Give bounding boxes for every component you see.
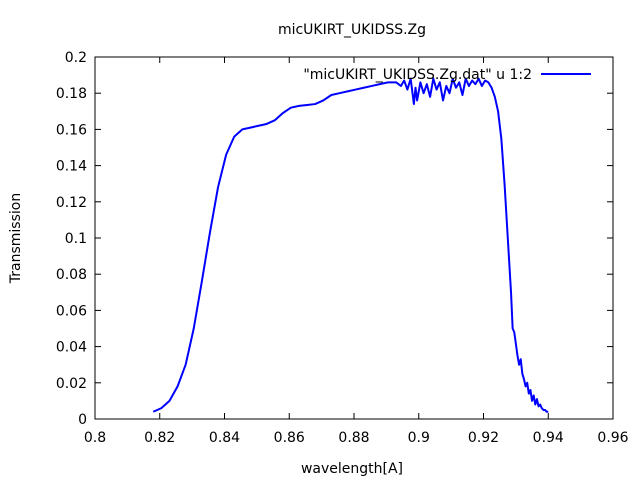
chart-title: micUKIRT_UKIDSS.Zg <box>278 22 426 38</box>
y-tick-label-7: 0.14 <box>56 159 87 175</box>
x-axis-ticks: 0.8 0.82 0.84 0.86 0.88 0.9 0.92 0.94 0.96 <box>84 57 629 446</box>
x-tick-label-1: 0.82 <box>144 430 175 446</box>
y-tick-label-4: 0.08 <box>56 267 87 283</box>
x-tick-label-5: 0.9 <box>408 430 430 446</box>
y-tick-label-9: 0.18 <box>56 86 87 102</box>
y-tick-label-8: 0.16 <box>56 122 87 138</box>
y-tick-label-6: 0.12 <box>56 195 87 211</box>
x-tick-label-6: 0.92 <box>468 430 499 446</box>
y-axis-ticks: 0 0.02 0.04 0.06 0.08 0.1 0.12 0.14 0.16 0.18 0.2 <box>56 50 613 428</box>
y-tick-label-2: 0.04 <box>56 340 87 356</box>
x-tick-label-3: 0.86 <box>274 430 305 446</box>
y-tick-label-5: 0.1 <box>65 231 87 247</box>
x-tick-label-0: 0.8 <box>84 430 106 446</box>
y-tick-label-0: 0 <box>78 412 87 428</box>
y-tick-label-3: 0.06 <box>56 303 87 319</box>
y-tick-label-10: 0.2 <box>65 50 87 66</box>
x-axis-label: wavelength[A] <box>301 461 403 477</box>
series-layer <box>152 77 549 413</box>
y-tick-label-1: 0.02 <box>56 376 87 392</box>
series-line-0 <box>152 77 549 413</box>
plot-frame <box>94 56 614 420</box>
y-axis-label: Transmission <box>8 193 24 284</box>
legend: "micUKIRT_UKIDSS.Zg.dat" u 1:2 <box>303 67 591 83</box>
legend-label: "micUKIRT_UKIDSS.Zg.dat" u 1:2 <box>303 67 532 83</box>
x-tick-label-2: 0.84 <box>209 430 240 446</box>
x-tick-label-8: 0.96 <box>597 430 628 446</box>
x-tick-label-4: 0.88 <box>338 430 369 446</box>
x-tick-label-7: 0.94 <box>533 430 564 446</box>
